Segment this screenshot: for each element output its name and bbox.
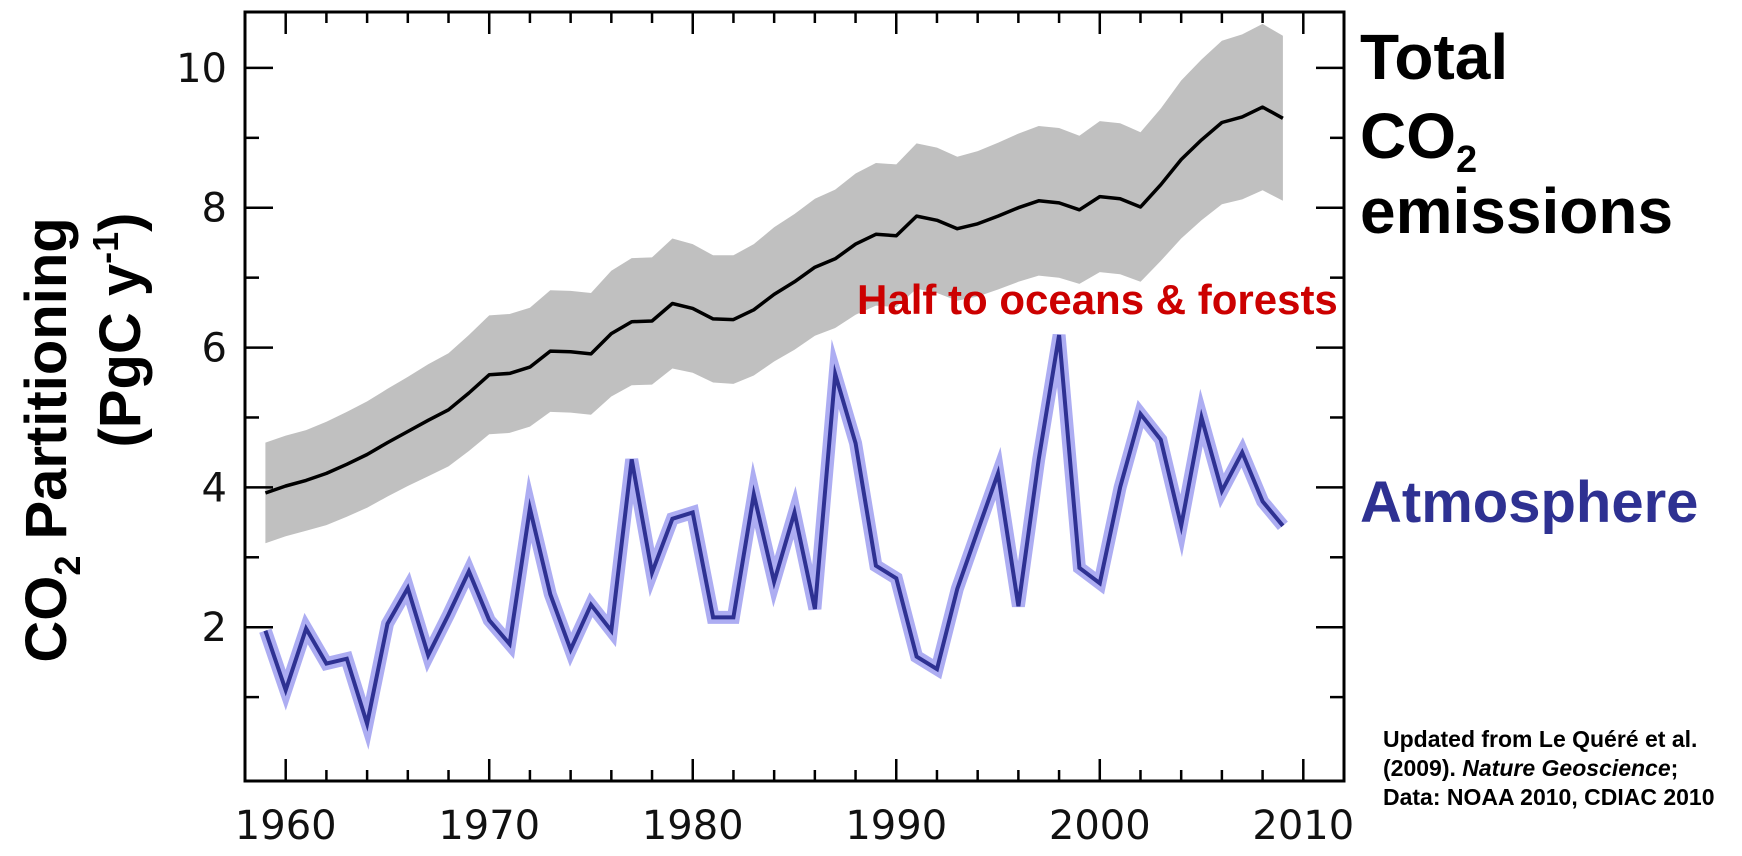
y-axis-label-line2: (PgC y-1) xyxy=(85,212,153,447)
total-label-line3: emissions xyxy=(1360,175,1673,247)
y-tick-label: 4 xyxy=(202,465,227,511)
source-citation: Updated from Le Quéré et al. (2009). Nat… xyxy=(1383,725,1728,812)
y-tick-label: 10 xyxy=(176,46,227,92)
x-tick-label: 2000 xyxy=(1049,803,1151,849)
y-axis-label: CO2 Partitioning (PgC y-1) xyxy=(14,212,153,662)
total-label-line2: CO2 xyxy=(1360,100,1477,181)
x-tick-label: 1980 xyxy=(642,803,744,849)
x-tick-label: 1960 xyxy=(235,803,337,849)
y-tick-label: 8 xyxy=(202,186,227,232)
y-axis-label-line1: CO2 Partitioning xyxy=(14,217,88,662)
y-tick-label: 2 xyxy=(202,605,227,651)
x-tick-label: 1970 xyxy=(438,803,540,849)
half-to-oceans-annotation: Half to oceans & forests xyxy=(857,276,1338,323)
total-label-line1: Total xyxy=(1360,21,1508,93)
x-tick-label: 1990 xyxy=(845,803,947,849)
atmosphere-label: Atmosphere xyxy=(1360,470,1698,535)
y-tick-label: 6 xyxy=(202,326,227,372)
x-tick-label: 2010 xyxy=(1252,803,1354,849)
plot-area: 1960 1970 1980 1990 2000 2010 2 4 6 8 10 xyxy=(176,12,1354,849)
